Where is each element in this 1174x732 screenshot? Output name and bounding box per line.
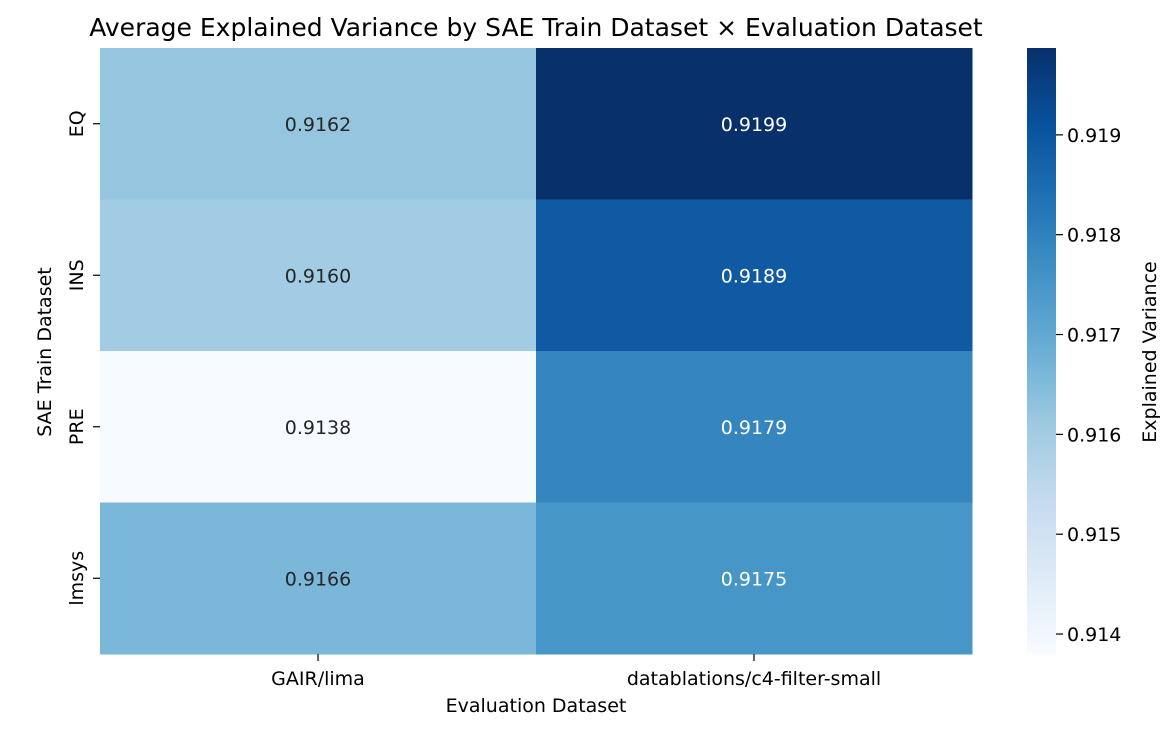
heatmap-cell (100, 199, 537, 352)
colorbar-ticks: 0.914 0.915 0.916 0.917 0.918 0.919 (1056, 125, 1121, 646)
colorbar-gradient (1027, 48, 1056, 653)
cell-value-label: 0.9179 (721, 417, 787, 439)
cell-value-label: 0.9162 (285, 114, 351, 136)
cell-value-label: 0.9138 (285, 417, 351, 439)
colorbar-tick-label: 0.918 (1067, 225, 1121, 247)
heatmap-cell (536, 48, 973, 200)
x-tick-label: datablations/c4-filter-small (627, 668, 881, 690)
cell-value-label: 0.9175 (721, 568, 787, 590)
cell-value-label: 0.9199 (721, 114, 787, 136)
cell-value-label: 0.9166 (285, 568, 351, 590)
x-axis-label: Evaluation Dataset (446, 695, 627, 717)
colorbar-tick-label: 0.916 (1067, 424, 1121, 446)
heatmap-cell-labels: 0.9162 0.9199 0.9160 0.9189 0.9138 0.9179 0.91… (285, 114, 787, 591)
x-tick-label: GAIR/lima (271, 668, 365, 690)
y-tick-label: INS (66, 259, 88, 291)
heatmap-cell (536, 351, 973, 503)
colorbar: 0.914 0.915 0.916 0.917 0.918 0.919 Explained… (1027, 48, 1161, 653)
cell-value-label: 0.9160 (285, 265, 351, 287)
heatmap-cell (100, 502, 537, 655)
chart-title: Average Explained Variance by SAE Train … (89, 13, 983, 42)
y-tick-label: PRE (66, 408, 88, 445)
colorbar-tick-label: 0.914 (1067, 624, 1121, 646)
y-axis: EQ INS PRE lmsys (66, 110, 100, 606)
y-tick-label: lmsys (66, 551, 88, 606)
colorbar-tick-label: 0.919 (1067, 125, 1121, 147)
heatmap-cell (100, 48, 537, 200)
heatmap-cells (100, 48, 973, 655)
heatmap-cell (536, 199, 973, 352)
colorbar-tick-label: 0.917 (1067, 325, 1121, 347)
heatmap-cell (100, 351, 537, 503)
cell-value-label: 0.9189 (721, 265, 787, 287)
colorbar-tick-label: 0.915 (1067, 524, 1121, 546)
y-axis-label: SAE Train Dataset (34, 267, 56, 437)
y-tick-label: EQ (66, 110, 88, 137)
colorbar-label: Explained Variance (1139, 261, 1161, 442)
heatmap-cell (536, 502, 973, 655)
x-axis: GAIR/lima datablations/c4-filter-small (271, 654, 881, 690)
